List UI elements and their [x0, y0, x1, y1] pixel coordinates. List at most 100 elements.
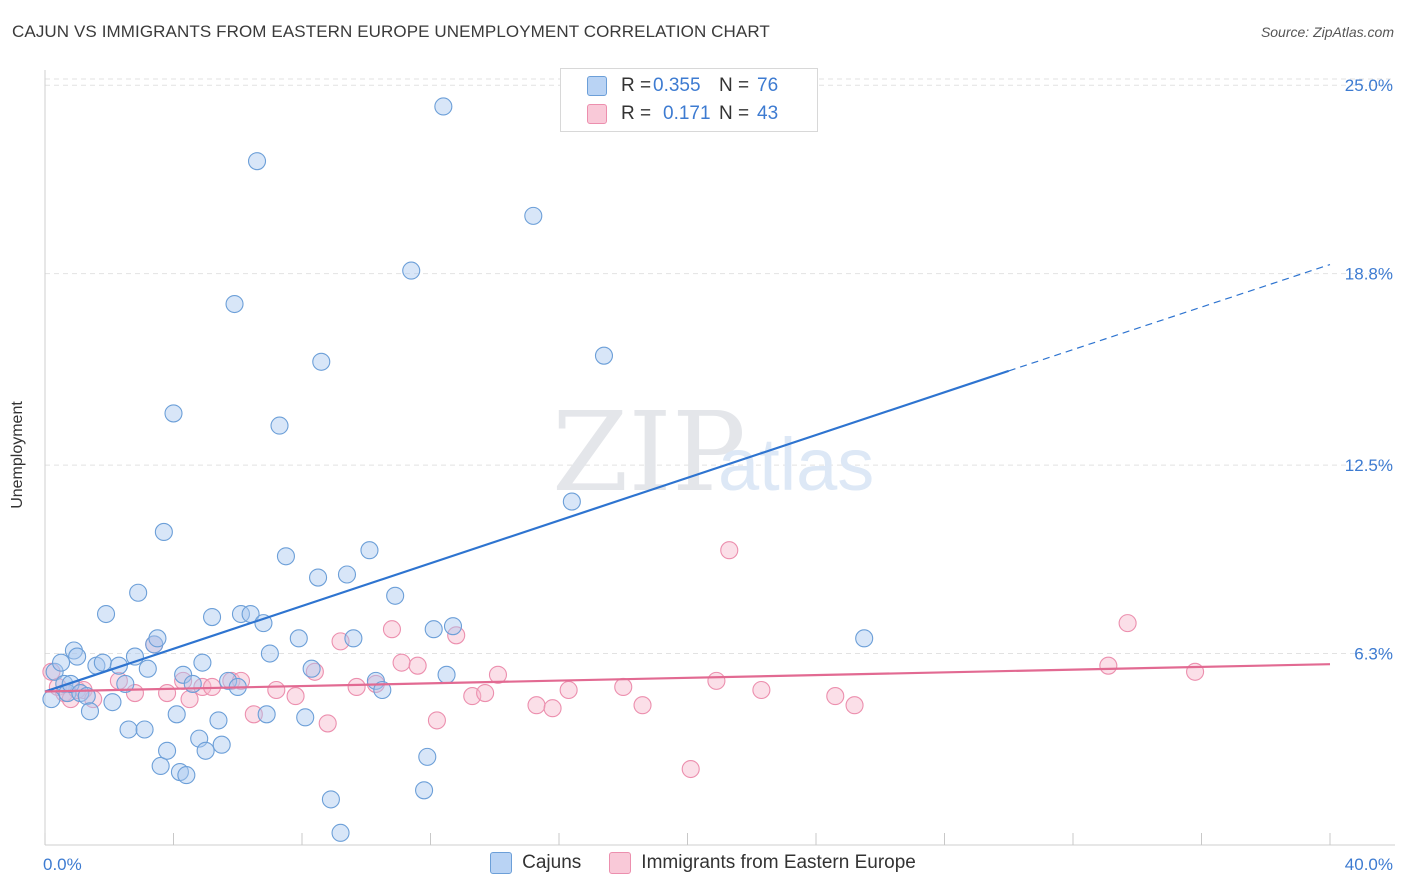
- cajun-point: [77, 687, 96, 706]
- immigrant-point: [559, 680, 578, 700]
- immigrant-point: [826, 687, 845, 706]
- cajun-point: [52, 653, 71, 672]
- legend-row-immigrants: R = 0.171 N = 43: [587, 101, 778, 127]
- cajun-point: [309, 568, 328, 587]
- cajun-point: [183, 674, 202, 693]
- cajun-point: [203, 608, 222, 627]
- cajun-point: [524, 206, 543, 225]
- cajun-point: [418, 747, 437, 766]
- cajun-point: [174, 665, 193, 684]
- cajun-point: [196, 741, 215, 760]
- watermark-zip: ZIP: [552, 388, 746, 516]
- cajun-point: [80, 702, 100, 721]
- cajun-point: [193, 653, 212, 672]
- immigrant-point: [158, 683, 177, 703]
- cajun-point: [302, 659, 321, 678]
- immigrant-point: [720, 541, 739, 560]
- immigrant-point: [543, 699, 562, 718]
- cajun-point: [296, 708, 315, 727]
- cajun-point: [289, 629, 308, 648]
- cajun-point: [257, 705, 276, 724]
- immigrant-point: [527, 696, 546, 715]
- cajun-point: [434, 97, 453, 116]
- cajun-point: [129, 583, 148, 602]
- cajun-point: [443, 617, 463, 636]
- immigrant-point: [681, 759, 700, 779]
- cajun-point: [68, 647, 87, 666]
- cajun-point: [360, 541, 379, 560]
- series-swatch-cajuns: [490, 852, 513, 874]
- immigrant-point: [1099, 656, 1118, 675]
- immigrant-point: [408, 656, 427, 675]
- watermark-atlas: atlas: [718, 423, 874, 506]
- trend-lines: [44, 263, 1331, 693]
- legend-swatch-cajuns: [587, 76, 607, 96]
- cajun-point: [148, 629, 167, 648]
- legend-n-label: N =: [719, 75, 750, 96]
- immigrant-point: [392, 653, 411, 672]
- axes: [44, 70, 1395, 846]
- immigrant-point: [488, 665, 508, 684]
- immigrant-point: [244, 705, 263, 724]
- cajun-point: [219, 671, 238, 690]
- y-tick-label: 12.5%: [1345, 456, 1393, 475]
- cajun-trend-line: [44, 369, 1010, 693]
- immigrant-point: [347, 677, 366, 697]
- watermark: ZIP atlas: [552, 388, 874, 516]
- legend-swatch-immigrants: [587, 104, 607, 124]
- legend-r-label: R =: [621, 75, 652, 96]
- immigrant-point: [305, 662, 324, 681]
- cajun-point: [138, 659, 157, 678]
- cajun-point: [45, 662, 64, 681]
- cajun-point: [247, 152, 267, 171]
- legend-r-value: 0.171: [663, 103, 711, 124]
- cajun-point: [96, 604, 116, 624]
- immigrant-point: [707, 671, 726, 690]
- cajun-point: [93, 653, 112, 672]
- cajun-point: [151, 756, 170, 776]
- cajun-point: [254, 614, 273, 633]
- series-legend-immigrants: Immigrants from Eastern Europe: [609, 852, 916, 874]
- legend-n-value: 76: [757, 75, 779, 96]
- cajun-point: [135, 720, 154, 739]
- cajun-point: [42, 690, 61, 709]
- cajun-point: [164, 404, 183, 423]
- immigrant-point: [633, 696, 652, 715]
- cajun-point: [855, 629, 874, 648]
- immigrant-point: [614, 677, 633, 697]
- legend-n-value: 43: [757, 103, 779, 124]
- gridlines: [45, 78, 1395, 655]
- cajun-point: [331, 823, 350, 842]
- immigrant-point: [845, 696, 864, 715]
- legend-n-label: N =: [719, 103, 750, 124]
- cajun-point: [231, 604, 251, 624]
- data-points: [42, 97, 1205, 842]
- chart-title: CAJUN VS IMMIGRANTS FROM EASTERN EUROPE …: [12, 22, 770, 41]
- cajun-point: [270, 416, 289, 435]
- cajun-point: [116, 674, 135, 693]
- immigrant-point: [286, 687, 305, 706]
- series-legend-cajuns: Cajuns: [490, 852, 581, 874]
- y-tick-label: 25.0%: [1345, 76, 1393, 95]
- immigrant-point: [427, 711, 446, 730]
- cajun-point: [119, 720, 138, 739]
- series-label-immigrants: Immigrants from Eastern Europe: [641, 852, 916, 873]
- correlation-legend: R = 0.355 N = 76 R = 0.171 N = 43: [560, 68, 818, 132]
- y-tick-label: 6.3%: [1354, 645, 1393, 664]
- cajun-point: [402, 261, 421, 280]
- immigrant-point: [476, 683, 495, 703]
- immigrant-point: [752, 680, 771, 700]
- cajun-trend-extension: [1008, 263, 1331, 372]
- immigrant-point: [318, 714, 337, 733]
- legend-r-label: R =: [621, 103, 652, 124]
- cajun-point: [276, 547, 295, 566]
- cajun-point: [154, 522, 173, 542]
- immigrant-trend-line: [44, 663, 1331, 693]
- cajun-point: [212, 735, 231, 754]
- immigrant-point: [180, 690, 199, 709]
- cajun-point: [562, 492, 581, 511]
- cajun-point: [321, 790, 340, 809]
- cajun-point: [386, 586, 405, 605]
- cajun-point: [158, 741, 177, 760]
- cajun-point: [177, 766, 196, 785]
